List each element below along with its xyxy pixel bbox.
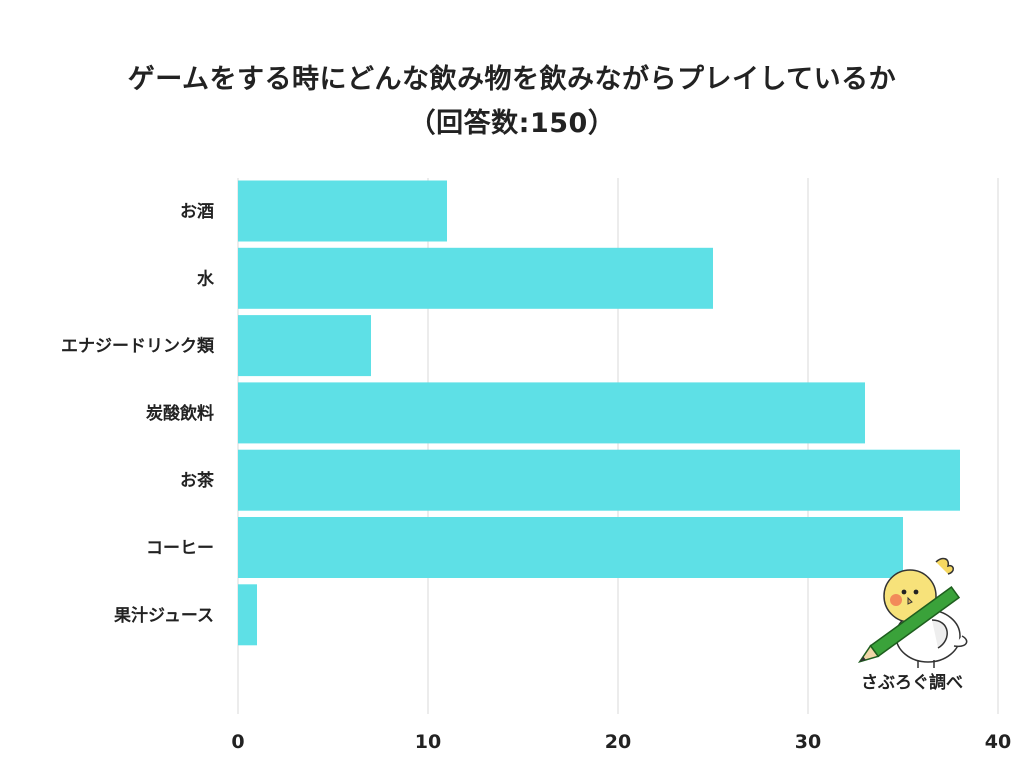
chart-title: ゲームをする時にどんな飲み物を飲みながらプレイしているか （回答数:150）: [0, 58, 1024, 146]
bar: [238, 584, 257, 646]
chart-title-line-2: （回答数:150）: [408, 108, 616, 139]
category-label: お酒: [180, 201, 214, 222]
bar: [238, 449, 960, 511]
category-label: 炭酸飲料: [146, 403, 214, 424]
cockatiel-with-pencil-icon: [857, 557, 968, 668]
x-tick-label: 0: [231, 731, 244, 753]
bars: [238, 180, 960, 646]
bar: [238, 315, 371, 377]
bar: [238, 382, 865, 444]
bar: [238, 247, 713, 309]
x-tick-label: 20: [605, 731, 631, 753]
category-label: コーヒー: [146, 539, 214, 559]
x-tick-label: 10: [415, 731, 441, 753]
category-label: 果汁ジュース: [114, 605, 214, 626]
category-label: エナジードリンク類: [61, 337, 215, 357]
x-tick-label: 40: [985, 731, 1011, 753]
x-tick-labels: 0 10 20 30 40: [231, 731, 1011, 753]
bar: [238, 517, 903, 578]
x-tick-label: 30: [795, 731, 821, 753]
category-label: 水: [197, 268, 215, 289]
category-label: お茶: [180, 470, 215, 491]
credit-label: さぶろぐ調べ: [861, 672, 963, 693]
chart-title-line-1: ゲームをする時にどんな飲み物を飲みながらプレイしているか: [127, 64, 897, 95]
bar: [238, 180, 447, 242]
